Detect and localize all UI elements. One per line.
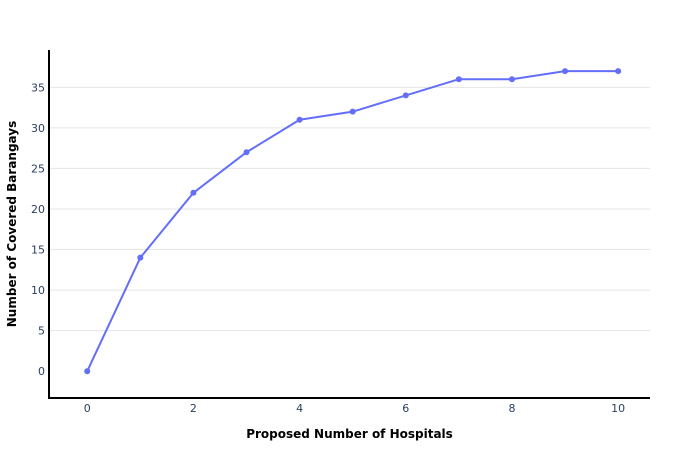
data-point[interactable] xyxy=(243,149,250,156)
x-tick-label: 10 xyxy=(611,402,625,415)
x-tick-label: 2 xyxy=(190,402,197,415)
data-point[interactable] xyxy=(402,92,409,99)
y-axis-title: Number of Covered Barangays xyxy=(5,121,19,327)
y-tick-label: 10 xyxy=(31,284,45,297)
data-point[interactable] xyxy=(296,116,303,123)
x-tick-label: 0 xyxy=(84,402,91,415)
axes xyxy=(48,50,650,399)
data-point[interactable] xyxy=(349,108,356,115)
y-tick-label: 35 xyxy=(31,81,45,94)
data-point[interactable] xyxy=(137,254,144,261)
gridlines xyxy=(49,86,650,332)
y-tick-labels: 0 5 10 15 20 25 30 35 xyxy=(31,81,45,378)
data-point[interactable] xyxy=(508,76,515,83)
data-point[interactable] xyxy=(84,368,91,375)
x-axis-title: Proposed Number of Hospitals xyxy=(246,427,453,441)
x-tick-label: 4 xyxy=(296,402,303,415)
series-line xyxy=(86,70,619,372)
data-point[interactable] xyxy=(455,76,462,83)
x-tick-label: 6 xyxy=(402,402,409,415)
y-tick-label: 0 xyxy=(38,365,45,378)
data-point[interactable] xyxy=(562,68,569,75)
y-tick-label: 25 xyxy=(31,162,45,175)
y-tick-label: 5 xyxy=(38,325,45,338)
y-tick-label: 30 xyxy=(31,122,45,135)
data-point[interactable] xyxy=(190,189,197,196)
data-point[interactable] xyxy=(615,68,622,75)
y-tick-label: 20 xyxy=(31,203,45,216)
x-tick-label: 8 xyxy=(508,402,515,415)
series-layer xyxy=(84,68,622,375)
x-tick-labels: 0 2 4 6 8 10 xyxy=(84,402,625,415)
y-tick-label: 15 xyxy=(31,244,45,257)
